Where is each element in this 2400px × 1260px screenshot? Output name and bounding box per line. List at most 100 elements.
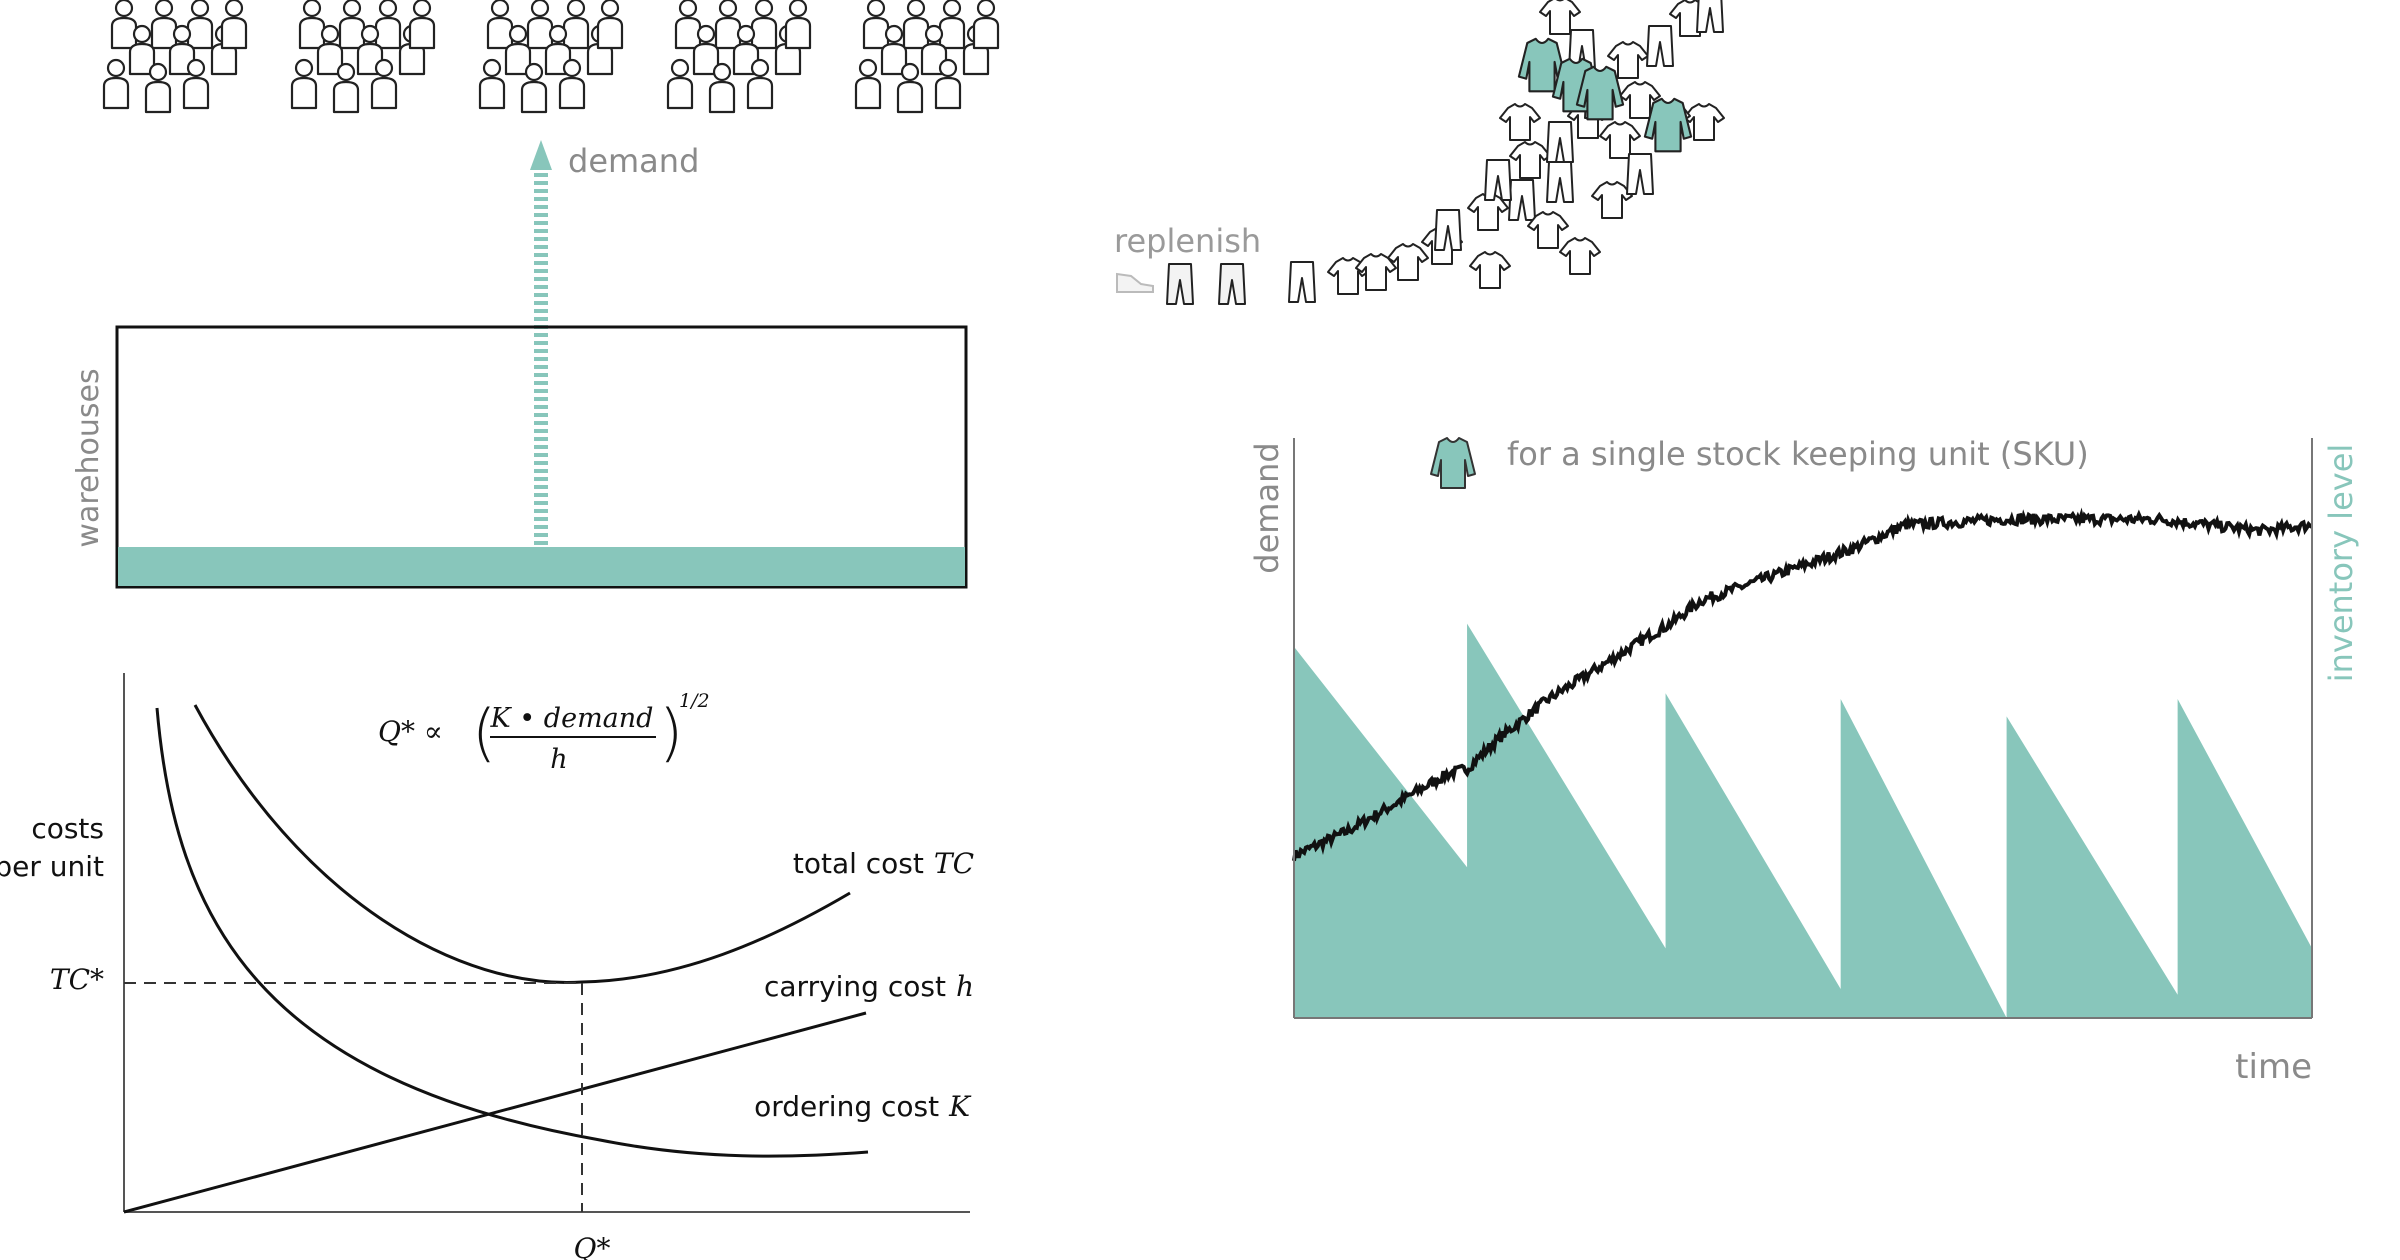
person-icon xyxy=(920,24,948,76)
person-icon xyxy=(972,0,1000,50)
person-icon xyxy=(374,0,402,50)
person-icon xyxy=(708,62,736,114)
demand-line xyxy=(1292,507,2313,862)
formula-numerator: K • demand xyxy=(490,703,654,734)
shirt-icon xyxy=(1539,0,1581,35)
carrying-cost-label: carrying cost h xyxy=(764,970,974,1003)
sweater-icon xyxy=(1575,65,1625,121)
cost-ylabel-1: costs xyxy=(31,812,104,845)
sweater-icon xyxy=(1430,437,1476,489)
person-icon xyxy=(714,0,742,50)
person-icon xyxy=(562,0,590,50)
total-cost-label: total cost TC xyxy=(793,847,974,880)
person-icon xyxy=(674,0,702,50)
total-cost-curve xyxy=(193,704,851,984)
shirt-icon xyxy=(1509,141,1551,179)
pants-icon xyxy=(1218,263,1246,305)
sweater-icon xyxy=(1643,97,1693,153)
shirt-icon xyxy=(1619,81,1661,119)
person-icon xyxy=(182,58,210,110)
pants-icon xyxy=(1166,263,1194,305)
shirt-icon xyxy=(1527,211,1569,249)
person-icon xyxy=(520,62,548,114)
formula-paren-left: ( xyxy=(472,696,496,769)
person-icon xyxy=(220,0,248,50)
pants-icon xyxy=(1546,121,1574,163)
inventory-sawtooth xyxy=(1294,623,2312,1018)
person-icon xyxy=(862,0,890,50)
person-icon xyxy=(750,0,778,50)
person-icon xyxy=(784,0,812,50)
person-icon xyxy=(186,0,214,50)
sku-chart: demand inventory level time for a single… xyxy=(1248,435,2360,1087)
customer-crowd xyxy=(102,0,1000,114)
shirt-icon xyxy=(1591,181,1633,219)
person-icon xyxy=(338,0,366,50)
sku-y2label: inventory level xyxy=(2322,444,2360,683)
shirt-icon xyxy=(1499,103,1541,141)
shirt-icon xyxy=(1469,251,1511,289)
person-icon xyxy=(558,58,586,110)
person-icon xyxy=(110,0,138,50)
cost-chart: costs per unit TC* Q* total cost TC carry… xyxy=(0,673,974,1260)
pants-icon xyxy=(1696,0,1724,33)
person-icon xyxy=(150,0,178,50)
demand-label: demand xyxy=(568,142,699,180)
shirt-icon xyxy=(1683,103,1725,141)
shoe-icon xyxy=(1116,272,1154,293)
cost-ylabel-2: per unit xyxy=(0,850,104,883)
formula-lhs: Q* ∝ xyxy=(378,715,443,748)
eoq-formula: Q* ∝ ( K • demand h ) 1/2 xyxy=(378,690,710,775)
tc-star-label: TC* xyxy=(50,963,104,996)
person-icon xyxy=(478,58,506,110)
person-icon xyxy=(316,24,344,76)
pants-icon xyxy=(1508,179,1536,221)
person-icon xyxy=(298,0,326,50)
person-icon xyxy=(102,58,130,110)
pants-icon xyxy=(1434,209,1462,251)
demand-arrow xyxy=(530,140,552,545)
inventory-area xyxy=(1294,623,2312,1018)
person-icon xyxy=(144,62,172,114)
formula-exponent: 1/2 xyxy=(679,690,710,712)
q-star-label: Q* xyxy=(574,1232,611,1260)
person-icon xyxy=(880,24,908,76)
pants-icon xyxy=(1646,25,1674,67)
sweater-icon xyxy=(1517,37,1567,93)
person-icon xyxy=(746,58,774,110)
person-icon xyxy=(290,58,318,110)
shirt-icon xyxy=(1387,243,1429,281)
person-icon xyxy=(934,58,962,110)
sku-title: for a single stock keeping unit (SKU) xyxy=(1507,435,2089,473)
clothing-stream xyxy=(1116,0,1725,305)
person-icon xyxy=(486,0,514,50)
person-icon xyxy=(896,62,924,114)
person-icon xyxy=(408,0,436,50)
person-icon xyxy=(128,24,156,76)
person-icon xyxy=(902,0,930,50)
person-icon xyxy=(666,58,694,110)
formula-denominator: h xyxy=(550,744,567,775)
shirt-icon xyxy=(1355,253,1397,291)
person-icon xyxy=(332,62,360,114)
shirt-icon xyxy=(1607,41,1649,79)
person-icon xyxy=(370,58,398,110)
person-icon xyxy=(504,24,532,76)
person-icon xyxy=(526,0,554,50)
person-icon xyxy=(692,24,720,76)
pants-icon xyxy=(1288,261,1316,303)
sku-ylabel: demand xyxy=(1248,442,1286,573)
ordering-cost-label: ordering cost K xyxy=(754,1090,972,1123)
sku-xlabel: time xyxy=(2235,1047,2312,1087)
warehouse-inventory-fill xyxy=(118,547,965,586)
person-icon xyxy=(356,24,384,76)
pants-icon xyxy=(1546,161,1574,203)
pants-icon xyxy=(1484,159,1512,201)
replenish-label: replenish xyxy=(1114,222,1261,260)
shirt-icon xyxy=(1559,237,1601,275)
carrying-cost-line xyxy=(123,1011,867,1214)
shirt-icon xyxy=(1599,121,1641,159)
formula-paren-right: ) xyxy=(659,696,683,769)
person-icon xyxy=(596,0,624,50)
